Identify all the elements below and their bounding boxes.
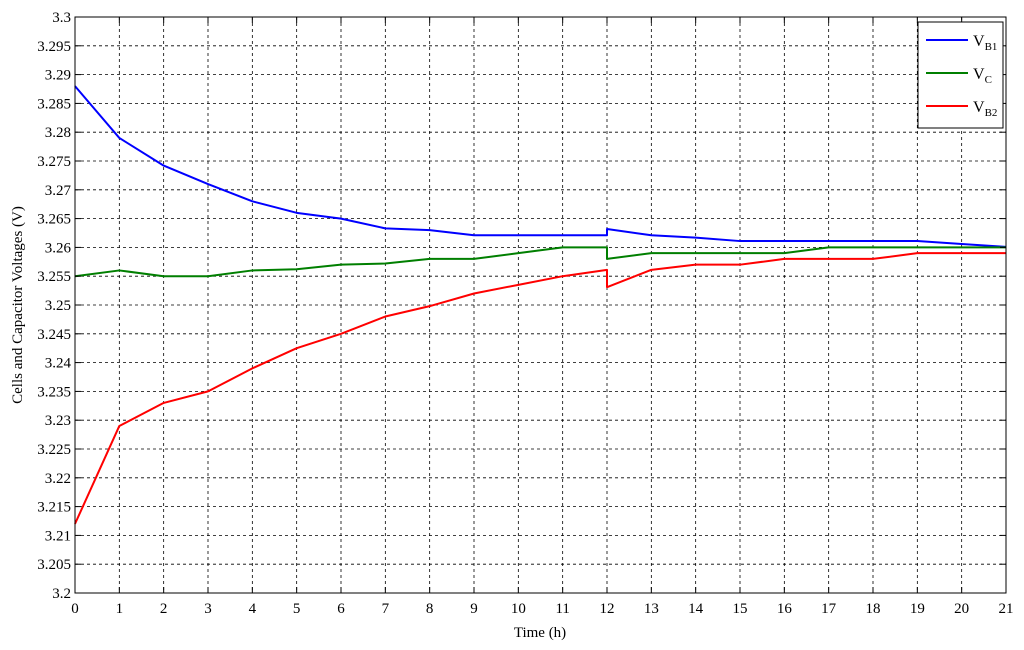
y-tick-label: 3.205 [37, 557, 71, 573]
series-line-b1 [74, 85, 1007, 248]
y-tick-label: 3.27 [45, 183, 72, 199]
y-tick-label: 3.24 [45, 356, 72, 372]
x-tick-label: 4 [249, 601, 257, 617]
y-tick-label: 3.285 [37, 96, 71, 112]
x-tick-label: 9 [470, 601, 478, 617]
y-tick-label: 3.225 [37, 442, 71, 458]
x-tick-label: 20 [954, 601, 969, 617]
x-tick-label: 5 [293, 601, 301, 617]
y-tick-label: 3.265 [37, 212, 71, 228]
x-tick-label: 16 [777, 601, 793, 617]
legend-label-c: VC [973, 66, 992, 86]
x-tick-label: 17 [821, 601, 837, 617]
x-tick-label: 7 [382, 601, 390, 617]
y-tick-label: 3.25 [45, 298, 71, 314]
x-tick-label: 2 [160, 601, 168, 617]
legend-label-b2: VB2 [973, 99, 997, 119]
grid-lines [75, 17, 1006, 593]
y-tick-label: 3.22 [45, 471, 71, 487]
x-axis-label: Time (h) [514, 625, 566, 641]
legend-label-b1: VB1 [973, 33, 997, 53]
axis-ticks [74, 16, 1007, 594]
y-tick-label: 3.23 [45, 413, 71, 429]
x-tick-label: 13 [644, 601, 659, 617]
x-tick-label: 8 [426, 601, 434, 617]
y-axis-label: Cells and Capacitor Voltages (V) [10, 206, 26, 404]
x-tick-label: 6 [337, 601, 345, 617]
x-tick-label: 10 [511, 601, 526, 617]
x-tick-label: 14 [688, 601, 704, 617]
y-tick-labels: 3.2 3.205 3.21 3.215 3.22 3.225 3.23 3.235 3.24 3… [37, 10, 71, 602]
y-tick-label: 3.2 [52, 586, 71, 602]
y-tick-label: 3.275 [37, 154, 71, 170]
series-line-c [74, 246, 1006, 278]
y-tick-label: 3.3 [52, 10, 71, 26]
x-tick-label: 21 [999, 601, 1014, 617]
y-tick-label: 3.28 [45, 125, 71, 141]
x-tick-label: 3 [204, 601, 212, 617]
series-lines [74, 85, 1007, 525]
y-tick-label: 3.26 [45, 240, 72, 256]
y-tick-label: 3.255 [37, 269, 71, 285]
x-tick-label: 18 [866, 601, 881, 617]
series-line-b2 [74, 252, 1006, 525]
x-tick-label: 12 [600, 601, 615, 617]
y-tick-label: 3.295 [37, 39, 71, 55]
x-tick-labels: 0 1 2 3 4 5 6 7 8 9 10 11 12 13 14 15 16 17 18 19 20 21 [71, 601, 1013, 617]
y-tick-label: 3.215 [37, 500, 71, 516]
y-tick-label: 3.245 [37, 327, 71, 343]
x-tick-label: 11 [555, 601, 569, 617]
x-tick-label: 15 [733, 601, 748, 617]
legend: VB1 VC VB2 [917, 21, 1004, 129]
x-tick-label: 1 [116, 601, 124, 617]
y-tick-label: 3.235 [37, 384, 71, 400]
x-tick-label: 0 [71, 601, 79, 617]
y-tick-label: 3.21 [45, 528, 71, 544]
x-tick-label: 19 [910, 601, 925, 617]
y-tick-label: 3.29 [45, 68, 71, 84]
